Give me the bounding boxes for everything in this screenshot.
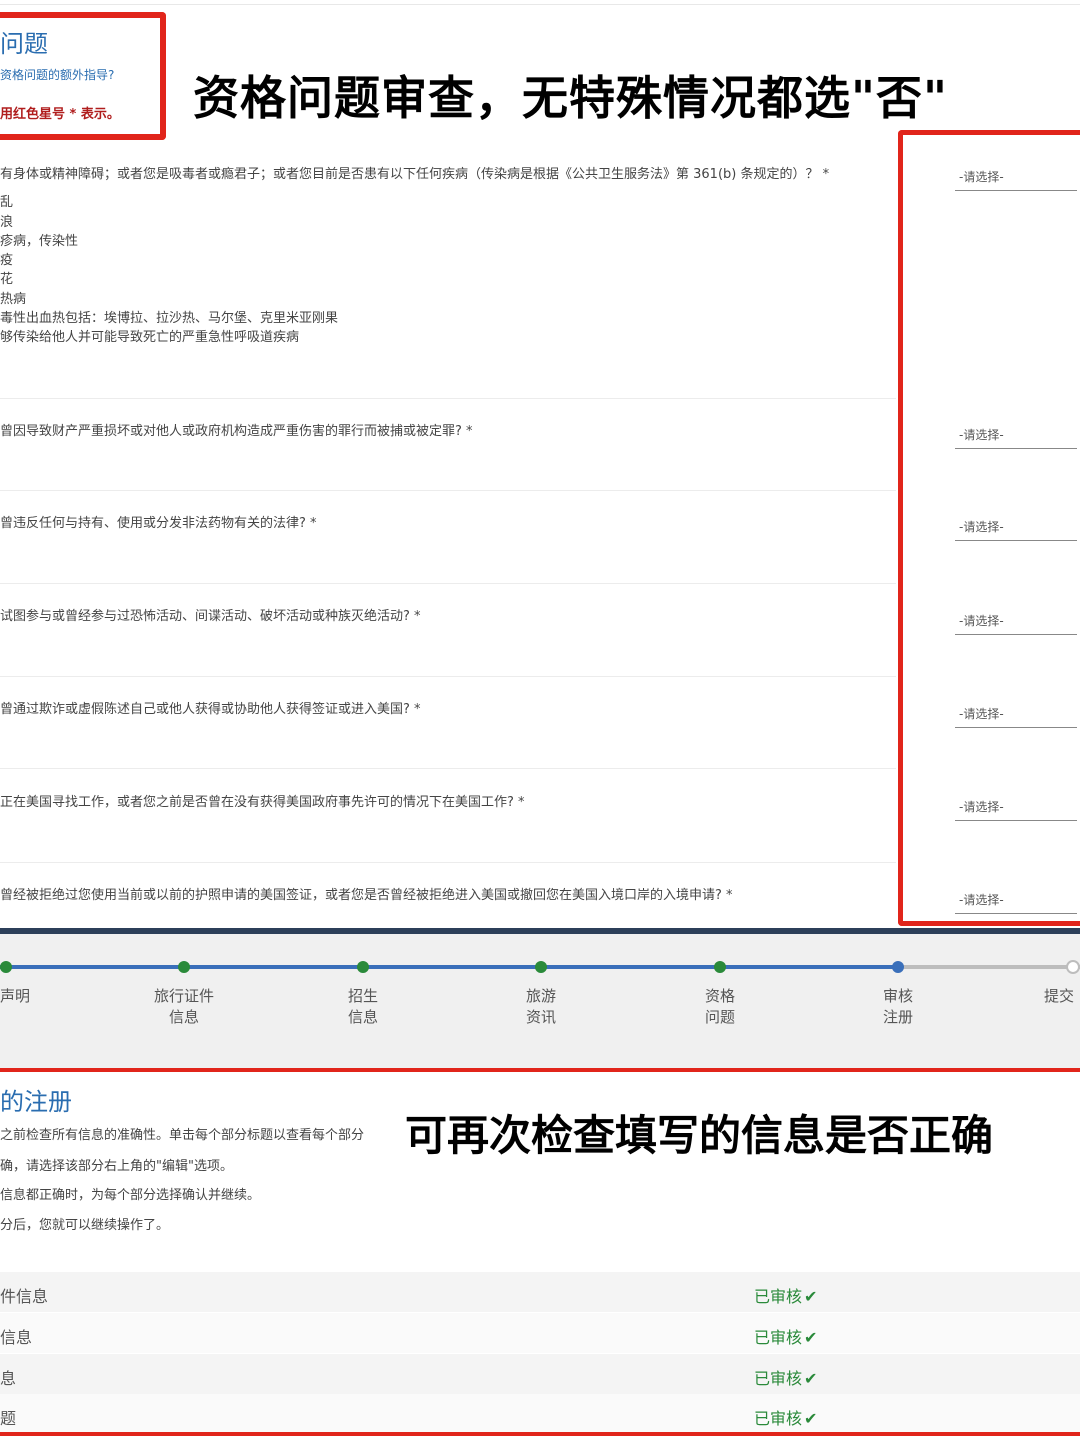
page-title: 问题 bbox=[0, 30, 48, 58]
check-icon: ✔ bbox=[804, 1409, 818, 1428]
review-row-name[interactable]: 题 bbox=[0, 1409, 17, 1428]
question-divider bbox=[0, 862, 896, 863]
review-row-name[interactable]: 信息 bbox=[0, 1328, 33, 1347]
step-label-eligibility[interactable]: 资格 问题 bbox=[704, 987, 735, 1026]
question-1-subitem: 毒性出血热包括：埃博拉、拉沙热、马尔堡、克里米亚刚果 bbox=[0, 311, 339, 326]
progress-band-top bbox=[0, 928, 1080, 934]
step-label-declaration[interactable]: 声明 bbox=[0, 987, 31, 1005]
highlight-line-review bbox=[0, 1432, 1080, 1436]
review-row-name[interactable]: 息 bbox=[0, 1369, 17, 1388]
question-3-select[interactable]: -请选择- bbox=[955, 518, 1077, 541]
step-dot-enrollment[interactable] bbox=[357, 961, 369, 973]
check-icon: ✔ bbox=[804, 1287, 818, 1306]
question-7-select[interactable]: -请选择- bbox=[955, 891, 1077, 914]
step-label-travel-info[interactable]: 旅游 资讯 bbox=[525, 987, 556, 1026]
question-1-subitem: 疹病，传染性 bbox=[0, 234, 79, 249]
review-row[interactable] bbox=[0, 1272, 1080, 1312]
step-dot-submit[interactable] bbox=[1066, 960, 1080, 974]
question-4-select[interactable]: -请选择- bbox=[955, 612, 1077, 635]
question-divider bbox=[0, 583, 896, 584]
question-1-subitem: 浪 bbox=[0, 215, 14, 230]
question-7-text: 曾经被拒绝过您使用当前或以前的护照申请的美国签证，或者您是否曾经被拒绝进入美国或… bbox=[0, 888, 733, 903]
step-dot-declaration[interactable] bbox=[0, 961, 12, 973]
question-2-select[interactable]: -请选择- bbox=[955, 426, 1077, 449]
question-1-subitem: 花 bbox=[0, 272, 14, 287]
review-row-status: 已审核 ✔ bbox=[754, 1328, 818, 1347]
review-row-status: 已审核 ✔ bbox=[754, 1409, 818, 1428]
highlight-box-selects bbox=[898, 130, 1080, 926]
step-dot-review[interactable] bbox=[892, 961, 904, 973]
caption-review: 可再次检查填写的信息是否正确 bbox=[405, 1111, 994, 1160]
step-dot-travel-info[interactable] bbox=[535, 961, 547, 973]
question-1-subitem: 热病 bbox=[0, 292, 27, 307]
question-5-select[interactable]: -请选择- bbox=[955, 705, 1077, 728]
review-row-status: 已审核 ✔ bbox=[754, 1369, 818, 1388]
question-1-select[interactable]: -请选择- bbox=[955, 168, 1077, 191]
question-divider bbox=[0, 490, 896, 491]
step-dot-travel-document[interactable] bbox=[178, 961, 190, 973]
highlight-line-progress bbox=[0, 1068, 1080, 1072]
highlight-box-header bbox=[0, 12, 166, 140]
review-instruction: 分后，您就可以继续操作了。 bbox=[0, 1218, 170, 1233]
question-6-text: 正在美国寻找工作，或者您之前是否曾在没有获得美国政府事先许可的情况下在美国工作?… bbox=[0, 795, 525, 810]
question-1-text: 有身体或精神障碍；或者您是吸毒者或瘾君子；或者您目前是否患有以下任何疾病（传染病… bbox=[0, 167, 830, 182]
required-note: 用红色星号 * 表示。 bbox=[0, 107, 120, 122]
question-divider bbox=[0, 676, 896, 677]
step-dot-eligibility[interactable] bbox=[714, 961, 726, 973]
review-title: 的注册 bbox=[0, 1088, 72, 1116]
step-label-review[interactable]: 审核 注册 bbox=[882, 987, 913, 1026]
question-1-subitem: 疫 bbox=[0, 253, 14, 268]
top-divider bbox=[0, 4, 1080, 5]
step-label-travel-document[interactable]: 旅行证件 信息 bbox=[153, 987, 214, 1026]
review-row[interactable] bbox=[0, 1394, 1080, 1434]
caption-eligibility: 资格问题审查，无特殊情况都选"否" bbox=[193, 71, 948, 125]
review-instruction: 之前检查所有信息的准确性。单击每个部分标题以查看每个部分 bbox=[0, 1128, 365, 1143]
question-5-text: 曾通过欺诈或虚假陈述自己或他人获得或协助他人获得签证或进入美国? * bbox=[0, 702, 421, 717]
review-instruction: 确，请选择该部分右上角的"编辑"选项。 bbox=[0, 1159, 233, 1174]
review-row[interactable] bbox=[0, 1354, 1080, 1394]
check-icon: ✔ bbox=[804, 1328, 818, 1347]
question-4-text: 试图参与或曾经参与过恐怖活动、间谍活动、破坏活动或种族灭绝活动? * bbox=[0, 609, 421, 624]
question-2-text: 曾因导致财产严重损坏或对他人或政府机构造成严重伤害的罪行而被捕或被定罪? * bbox=[0, 424, 473, 439]
review-row-name[interactable]: 件信息 bbox=[0, 1287, 49, 1306]
question-1-subitem: 乱 bbox=[0, 195, 14, 210]
review-instruction: 信息都正确时，为每个部分选择确认并继续。 bbox=[0, 1188, 261, 1203]
progress-band bbox=[0, 934, 1080, 1068]
extra-guidance-link[interactable]: 资格问题的额外指导? bbox=[0, 68, 115, 82]
review-row[interactable] bbox=[0, 1313, 1080, 1353]
step-label-submit[interactable]: 提交 bbox=[1044, 987, 1075, 1005]
question-1-subitem: 够传染给他人并可能导致死亡的严重急性呼吸道疾病 bbox=[0, 330, 300, 345]
question-6-select[interactable]: -请选择- bbox=[955, 798, 1077, 821]
check-icon: ✔ bbox=[804, 1369, 818, 1388]
progress-track-completed bbox=[0, 965, 898, 969]
question-divider bbox=[0, 768, 896, 769]
review-row-status: 已审核 ✔ bbox=[754, 1287, 818, 1306]
question-divider bbox=[0, 398, 896, 399]
progress-track-remaining bbox=[898, 965, 1080, 969]
question-3-text: 曾违反任何与持有、使用或分发非法药物有关的法律? * bbox=[0, 516, 317, 531]
step-label-enrollment[interactable]: 招生 信息 bbox=[347, 987, 378, 1026]
